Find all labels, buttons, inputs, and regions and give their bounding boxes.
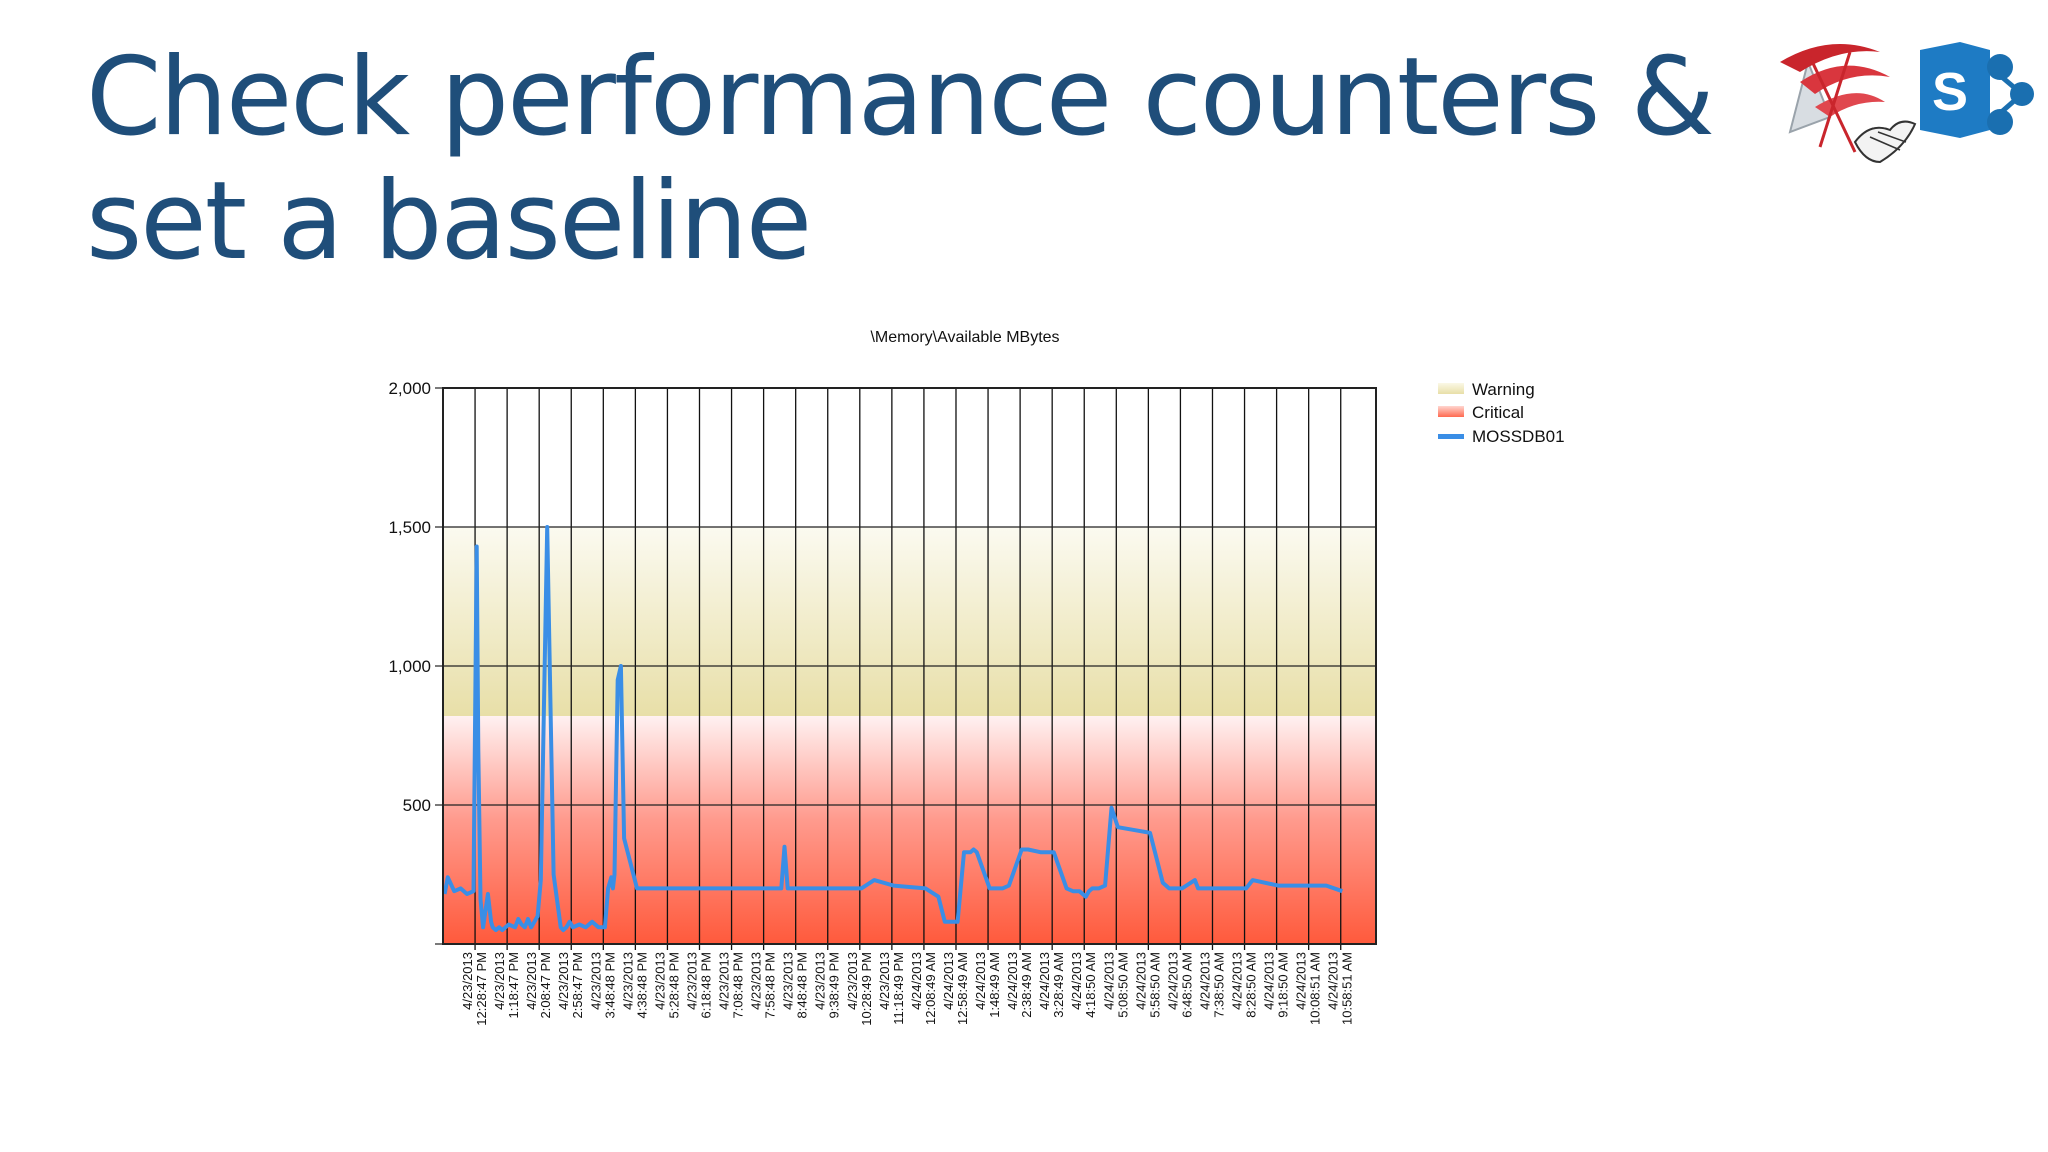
x-tick-label: 4/23/2013 (749, 952, 764, 1010)
plot-frame (442, 387, 1377, 945)
x-tick-label: 10:28:49 PM (859, 952, 874, 1026)
sql-server-icon (1780, 44, 1890, 153)
x-tick-label: 4/23/2013 (524, 952, 539, 1010)
x-tick-label: 4/24/2013 (973, 952, 988, 1010)
x-tick-label: 4/23/2013 (781, 952, 796, 1010)
x-tick-label: 4/23/2013 (588, 952, 603, 1010)
y-tick-label: 1,500 (388, 518, 431, 537)
x-tick-label: 5:08:50 AM (1115, 952, 1130, 1018)
x-tick-label: 4/24/2013 (1326, 952, 1341, 1010)
x-tick-label: 4/23/2013 (620, 952, 635, 1010)
x-tick-label: 11:18:49 PM (891, 952, 906, 1025)
x-tick-label: 4/23/2013 (652, 952, 667, 1010)
x-tick-label: 4/24/2013 (1069, 952, 1084, 1010)
x-tick-label: 12:58:49 AM (955, 952, 970, 1025)
x-tick-label: 3:48:48 PM (602, 952, 617, 1019)
x-tick-label: 2:58:47 PM (570, 952, 585, 1019)
x-tick-label: 4/24/2013 (1294, 952, 1309, 1010)
x-tick-label: 4/24/2013 (941, 952, 956, 1010)
x-tick-label: 7:08:48 PM (731, 952, 746, 1019)
x-tick-label: 2:08:47 PM (538, 952, 553, 1019)
handshake-icon (1853, 120, 1917, 164)
y-tick-label: 500 (403, 796, 431, 815)
legend-label-series: MOSSDB01 (1472, 427, 1565, 446)
x-tick-label: 4/23/2013 (717, 952, 732, 1010)
x-tick-label: 4/23/2013 (556, 952, 571, 1010)
chart-title: \Memory\Available MBytes (870, 329, 1059, 346)
x-axis-ticks: 4/23/2013 12:28:47 PM 4/23/2013 1:18:47 PM 4… (460, 944, 1355, 1026)
sql-sharepoint-logo: S (1780, 42, 2034, 164)
x-tick-label: 2:38:49 AM (1019, 952, 1034, 1018)
x-tick-label: 5:58:50 AM (1147, 952, 1162, 1018)
legend-label-warning: Warning (1472, 380, 1535, 399)
x-tick-label: 4/24/2013 (1262, 952, 1277, 1010)
series-lines (442, 525, 1343, 933)
x-tick-label: 8:28:50 AM (1244, 952, 1259, 1018)
sharepoint-icon: S (1920, 42, 2034, 138)
x-tick-label: 5:28:48 PM (666, 952, 681, 1019)
legend-swatch-critical (1438, 406, 1464, 417)
x-tick-label: 7:58:48 PM (763, 952, 778, 1019)
x-tick-label: 4/23/2013 (877, 952, 892, 1010)
x-tick-label: 4/24/2013 (1165, 952, 1180, 1010)
x-tick-label: 4/24/2013 (1005, 952, 1020, 1010)
legend: Warning Critical MOSSDB01 (1438, 380, 1565, 446)
y-tick-label: 1,000 (388, 657, 431, 676)
x-tick-label: 1:48:49 AM (987, 952, 1002, 1018)
x-tick-label: 4:18:50 AM (1083, 952, 1098, 1018)
x-tick-label: 1:18:47 PM (506, 952, 521, 1019)
x-tick-label: 4/23/2013 (460, 952, 475, 1010)
x-tick-label: 4:38:48 PM (634, 952, 649, 1019)
slide-title: Check performance counters & set a basel… (86, 35, 1715, 284)
legend-swatch-warning (1438, 383, 1464, 394)
x-tick-label: 4/24/2013 (1230, 952, 1245, 1010)
x-tick-label: 12:28:47 PM (474, 952, 489, 1026)
x-tick-label: 9:38:49 PM (827, 952, 842, 1019)
x-tick-label: 4/23/2013 (684, 952, 699, 1010)
band-warning (443, 527, 1376, 717)
threshold-bands (443, 527, 1376, 944)
y-tick-label: 2,000 (388, 379, 431, 398)
x-tick-label: 3:28:49 AM (1051, 952, 1066, 1018)
x-tick-label: 12:08:49 AM (923, 952, 938, 1025)
y-axis-ticks: 500 1,000 1,500 2,000 (388, 379, 443, 945)
x-tick-label: 4/24/2013 (1133, 952, 1148, 1010)
x-tick-label: 8:48:48 PM (795, 952, 810, 1019)
x-tick-label: 6:48:50 AM (1179, 952, 1194, 1018)
x-tick-label: 4/23/2013 (492, 952, 507, 1010)
legend-label-critical: Critical (1472, 403, 1524, 422)
legend-swatch-series (1438, 434, 1464, 439)
band-critical (443, 716, 1376, 944)
x-tick-label: 4/23/2013 (813, 952, 828, 1010)
svg-text:S: S (1932, 62, 1968, 122)
x-tick-label: 4/23/2013 (845, 952, 860, 1010)
x-tick-label: 9:18:50 AM (1276, 952, 1291, 1018)
x-tick-label: 4/24/2013 (1101, 952, 1116, 1010)
x-tick-label: 4/24/2013 (909, 952, 924, 1010)
x-tick-label: 10:58:51 AM (1340, 952, 1355, 1025)
x-tick-label: 10:08:51 AM (1308, 952, 1323, 1025)
x-tick-label: 4/24/2013 (1197, 952, 1212, 1010)
x-tick-label: 4/24/2013 (1037, 952, 1052, 1010)
x-tick-label: 7:38:50 AM (1211, 952, 1226, 1018)
series-line-mossdb01 (442, 525, 1343, 933)
x-tick-label: 6:18:48 PM (698, 952, 713, 1019)
